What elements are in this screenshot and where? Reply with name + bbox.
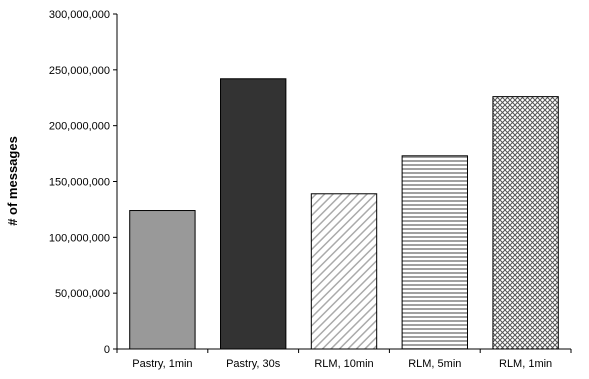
y-tick-label: 50,000,000 <box>55 288 110 300</box>
y-tick-label: 0 <box>104 344 110 356</box>
y-tick-label: 250,000,000 <box>49 65 110 77</box>
x-tick-label: Pastry, 1min <box>132 358 192 370</box>
bar-rlm-1min <box>492 96 559 350</box>
y-axis: 0 50,000,000 100,000,000 150,000,000 200,000… <box>49 9 118 356</box>
y-tick-label: 300,000,000 <box>49 9 110 21</box>
bars <box>129 78 559 350</box>
x-axis: Pastry, 1min Pastry, 30s RLM, 10min RLM, 5m… <box>116 348 572 370</box>
bar-pastry-30s <box>220 78 287 350</box>
y-axis-label: # of messages <box>5 136 20 226</box>
bar-rlm-5min <box>401 155 468 350</box>
bar-rlm-10min <box>310 193 378 350</box>
x-tick-label: RLM, 1min <box>499 358 552 370</box>
y-tick-label: 200,000,000 <box>49 121 110 133</box>
y-tick-label: 100,000,000 <box>49 232 110 244</box>
x-tick-label: RLM, 10min <box>314 358 373 370</box>
y-tick-label: 150,000,000 <box>49 177 110 189</box>
x-tick-label: RLM, 5min <box>408 358 461 370</box>
x-tick-label: Pastry, 30s <box>226 358 281 370</box>
bar-pastry-1min <box>129 210 196 350</box>
